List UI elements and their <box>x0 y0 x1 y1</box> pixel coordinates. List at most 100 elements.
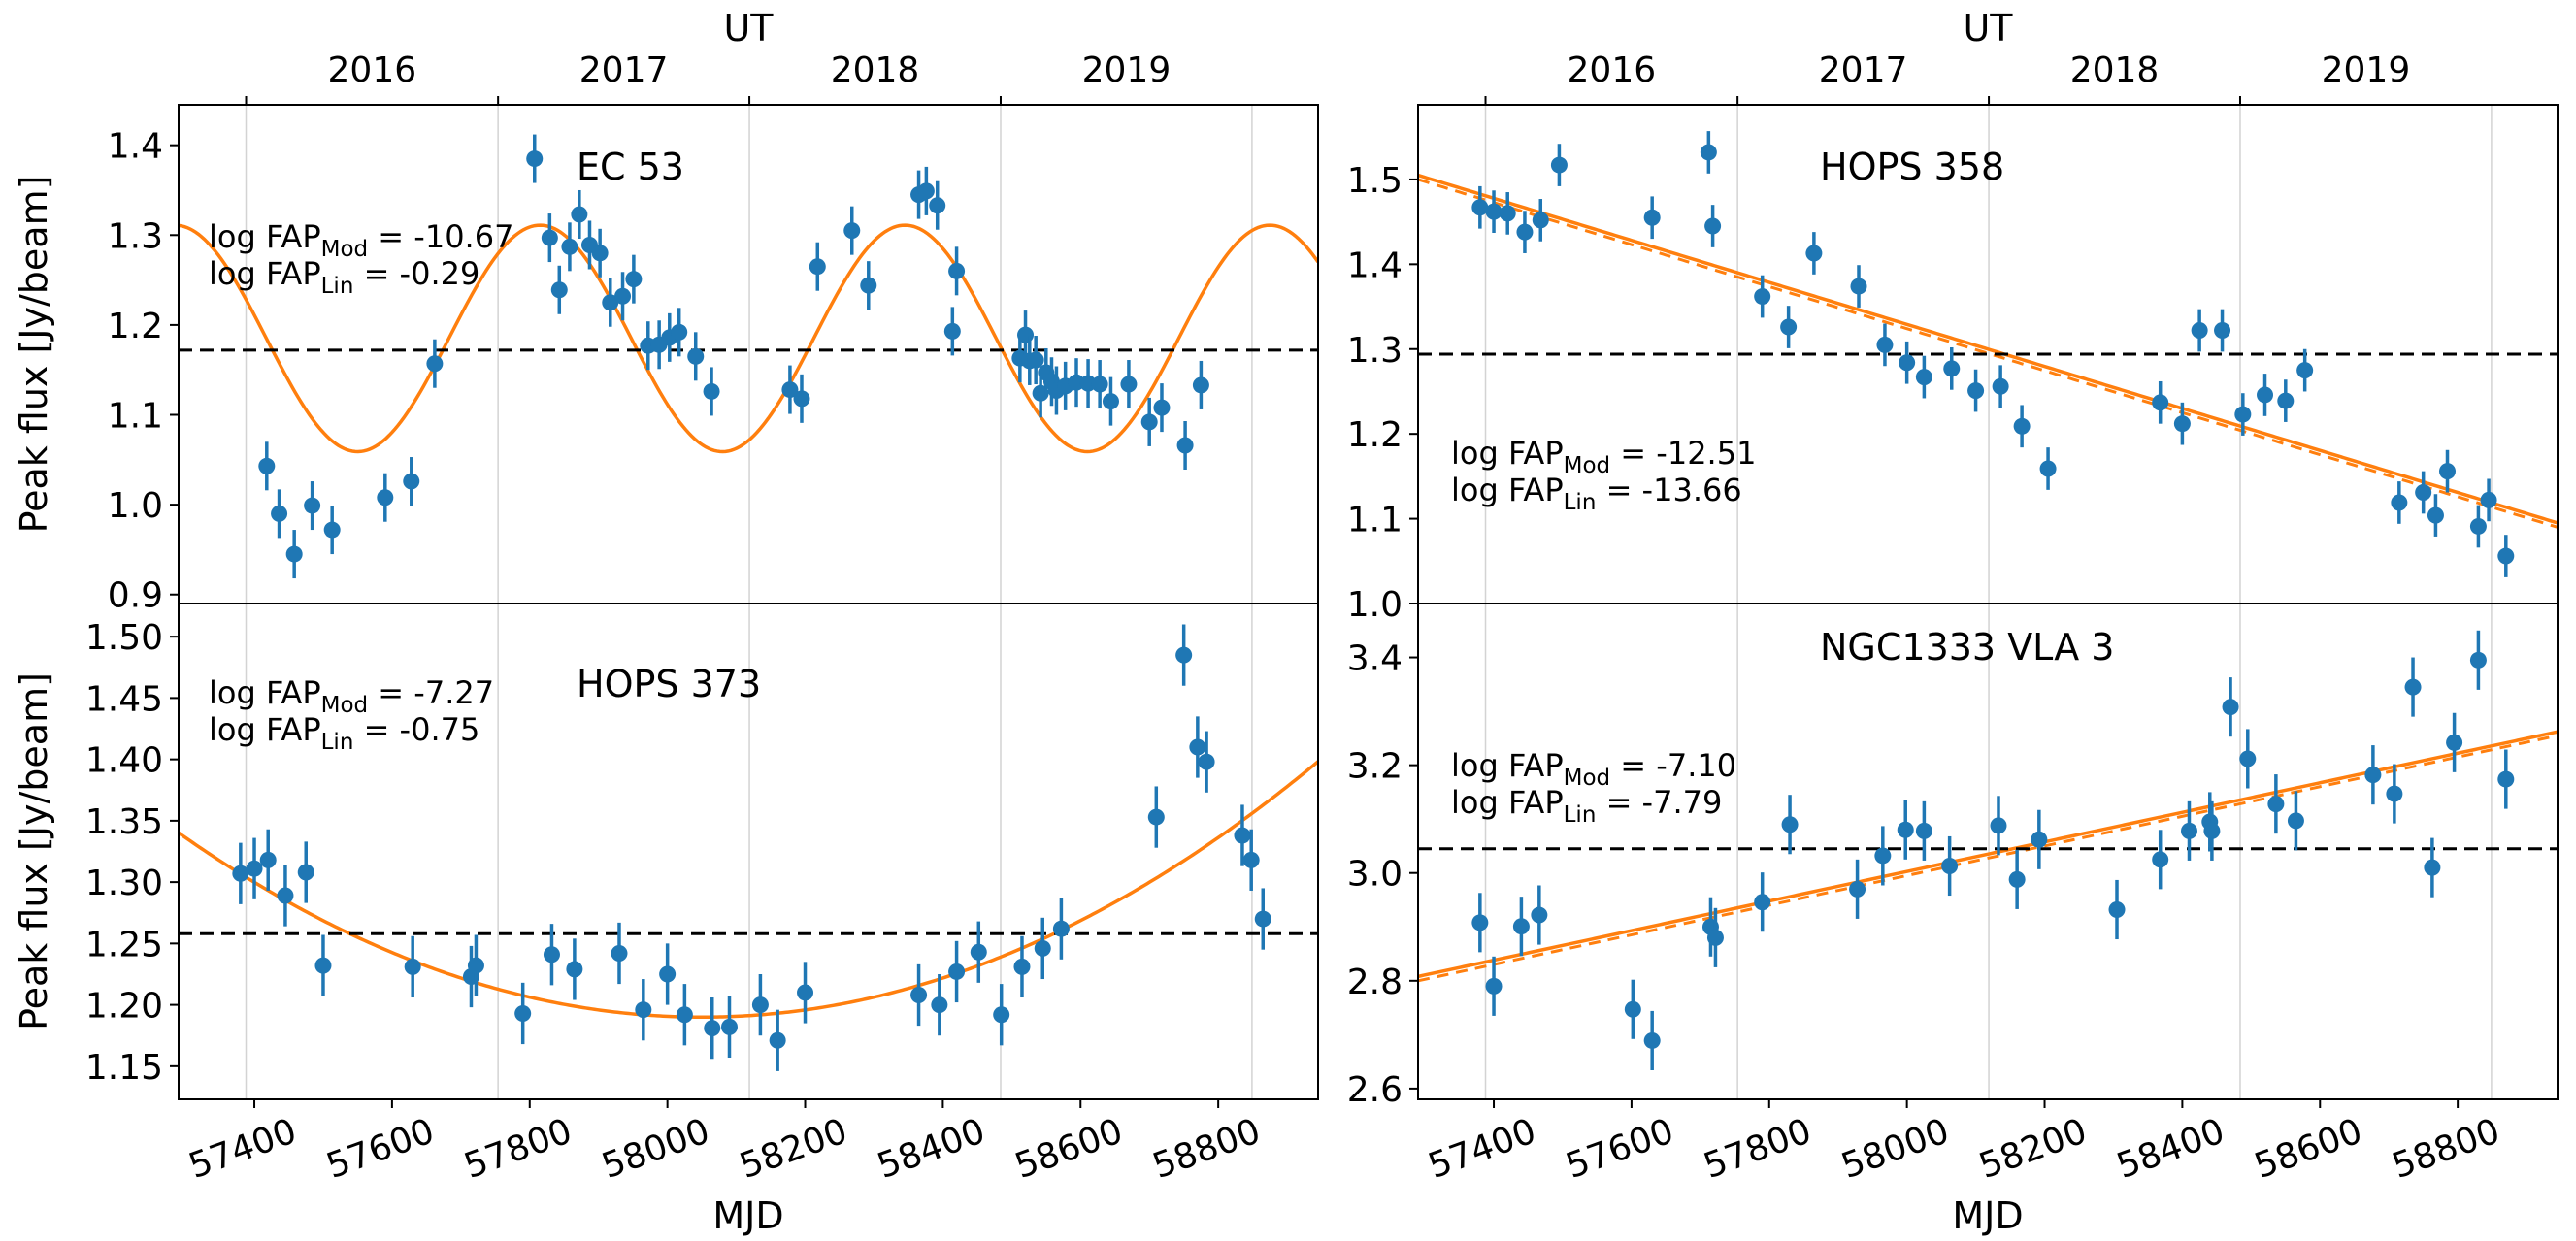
data-point <box>1899 354 1916 372</box>
data-point <box>1706 929 1724 946</box>
panel-title: EC 53 <box>577 146 684 188</box>
data-point <box>2277 392 2295 409</box>
data-point <box>809 258 826 276</box>
data-point <box>1992 377 2009 395</box>
data-point <box>1897 821 1914 838</box>
data-point <box>526 150 544 168</box>
data-point <box>676 1006 693 1024</box>
data-point <box>1516 223 1534 241</box>
data-point <box>931 996 948 1014</box>
y-tick-label: 1.4 <box>1347 245 1403 285</box>
data-point <box>2386 785 2403 802</box>
data-point <box>2039 460 2057 477</box>
data-point <box>769 1031 786 1049</box>
data-point <box>550 281 568 299</box>
data-point <box>687 347 705 365</box>
data-point <box>259 851 277 868</box>
data-point <box>703 382 720 400</box>
data-point <box>2267 796 2285 813</box>
data-point <box>2203 822 2221 839</box>
data-point <box>1254 910 1271 928</box>
data-point <box>1874 847 1892 865</box>
panel-0: 0.9 1.0 1.1 1.2 1.3 1.4 2016 2017 2018 2019 UT Peak… <box>13 7 1319 616</box>
data-point <box>2424 859 2441 876</box>
data-point <box>1850 278 1867 295</box>
fap-value: = -7.27 <box>368 674 494 711</box>
data-point <box>2446 734 2463 751</box>
data-point <box>2391 494 2408 511</box>
y-tick-label: 0.9 <box>108 576 163 616</box>
data-point <box>860 277 877 294</box>
y-tick-label: 1.0 <box>1347 585 1403 625</box>
data-point <box>948 963 966 980</box>
plot-area <box>1418 630 2558 1071</box>
data-point <box>751 996 769 1014</box>
data-point <box>246 860 263 877</box>
data-point <box>970 943 987 961</box>
data-point <box>232 865 249 882</box>
data-point <box>1915 822 1932 839</box>
fap-value: = -10.67 <box>368 218 513 255</box>
fap-prefix: log FAP <box>209 218 321 255</box>
y-tick-label: 1.25 <box>85 925 163 964</box>
top-year-label: 2019 <box>2322 50 2411 90</box>
y-axis-title: Peak flux [Jy/beam] <box>13 672 55 1030</box>
fap-mod-annotation: log FAPMod = -7.27 <box>209 674 494 718</box>
top-year-label: 2016 <box>328 50 417 90</box>
data-point <box>1471 914 1489 931</box>
top-year-label: 2017 <box>579 50 669 90</box>
top-year-label: 2019 <box>1082 50 1172 90</box>
fap-subscript: Mod <box>1564 453 1611 478</box>
y-tick-label: 1.35 <box>85 802 163 842</box>
y-tick-label: 1.2 <box>108 307 163 346</box>
data-point <box>2013 417 2031 435</box>
data-point <box>1967 382 1985 400</box>
data-point <box>2239 750 2257 767</box>
data-point <box>843 222 861 240</box>
panel-1: 1.0 1.1 1.2 1.3 1.4 1.5 2016 2017 2018 2019 UT HOPS… <box>1347 7 2559 625</box>
data-point <box>277 887 294 904</box>
fap-mod-annotation: log FAPMod = -10.67 <box>209 218 513 262</box>
data-point <box>1102 393 1119 410</box>
fap-value: = -13.66 <box>1596 472 1741 508</box>
data-point <box>948 262 966 279</box>
data-point <box>541 229 558 246</box>
data-point <box>377 489 394 506</box>
y-tick-label: 1.3 <box>1347 331 1403 371</box>
data-point <box>1147 808 1165 826</box>
data-point <box>297 864 314 881</box>
data-point <box>1532 212 1549 229</box>
data-point <box>258 457 276 474</box>
fap-subscript: Lin <box>1564 802 1597 828</box>
data-point <box>2497 547 2515 565</box>
data-point <box>1643 209 1661 226</box>
model-fit-line <box>179 760 1318 1019</box>
data-point <box>1175 646 1193 664</box>
data-point <box>2191 322 2208 340</box>
x-axis-title: MJD <box>712 1194 783 1237</box>
data-point <box>1754 894 1771 911</box>
data-point <box>1990 817 2007 834</box>
panel-frame <box>178 603 1319 1100</box>
data-point <box>2180 822 2197 839</box>
fap-mod-annotation: log FAPMod = -7.10 <box>1451 747 1736 791</box>
y-tick-label: 1.40 <box>85 741 163 781</box>
data-point <box>943 322 961 340</box>
data-point <box>2031 831 2048 848</box>
data-point <box>2222 699 2239 716</box>
data-point <box>2287 812 2304 830</box>
data-point <box>514 1004 532 1022</box>
data-point <box>2257 386 2274 404</box>
fap-subscript: Mod <box>321 237 369 262</box>
data-point <box>1643 1031 1661 1049</box>
data-point <box>2008 870 2026 888</box>
data-point <box>1915 369 1932 386</box>
data-point <box>635 1001 652 1019</box>
data-point <box>403 473 420 490</box>
data-point <box>720 1018 738 1035</box>
top-year-label: 2018 <box>831 50 920 90</box>
top-axis-title: UT <box>723 7 774 49</box>
model-fit-dashed-line <box>1418 178 2558 529</box>
data-point <box>2214 322 2231 340</box>
